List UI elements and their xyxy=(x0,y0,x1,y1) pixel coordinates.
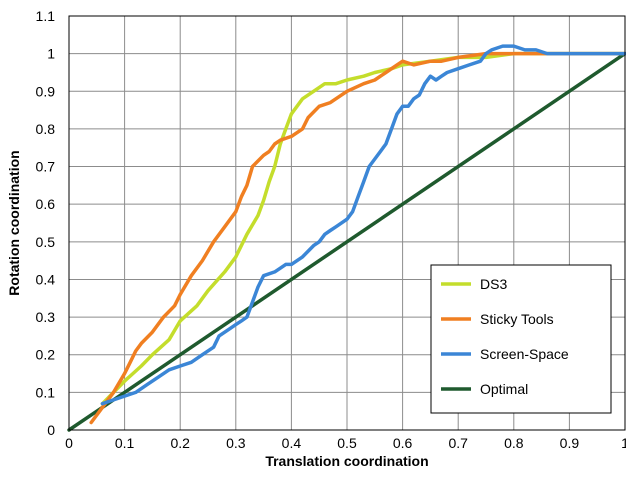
y-tick-label: 0.1 xyxy=(36,384,56,400)
series-layer xyxy=(67,44,626,432)
legend: DS3 Sticky Tools Screen-Space Optimal xyxy=(430,264,612,414)
x-tick-label: 1 xyxy=(621,435,626,451)
series-line-screen-space xyxy=(100,44,626,406)
x-tick-label: 0 xyxy=(65,435,73,451)
series-line-optimal xyxy=(67,51,626,432)
x-tick-label: 0.9 xyxy=(560,435,580,451)
y-axis-ticks: 0 0.1 0.2 0.3 0.4 0.5 0.6 0.7 0.8 0.9 1 1.1 xyxy=(36,8,56,438)
x-tick-label: 0.5 xyxy=(337,435,357,451)
y-tick-label: 0.9 xyxy=(36,83,56,99)
y-tick-label: 0.4 xyxy=(36,271,56,287)
x-tick-label: 0.6 xyxy=(393,435,413,451)
y-axis-title: Rotation coordination xyxy=(6,150,22,295)
x-tick-label: 0.2 xyxy=(170,435,190,451)
y-tick-label: 0.7 xyxy=(36,159,56,175)
legend-label: DS3 xyxy=(480,276,507,292)
y-tick-label: 0.8 xyxy=(36,121,56,137)
x-axis-ticks: 0 0.1 0.2 0.3 0.4 0.5 0.6 0.7 0.8 0.9 1 xyxy=(65,435,626,451)
y-tick-label: 1 xyxy=(47,46,55,62)
x-tick-label: 0.7 xyxy=(448,435,468,451)
y-tick-label: 0.6 xyxy=(36,196,56,212)
y-tick-label: 1.1 xyxy=(36,8,56,24)
series-line-sticky-tools xyxy=(89,51,626,425)
y-tick-label: 0.2 xyxy=(36,347,56,363)
x-axis-title: Translation coordination xyxy=(265,453,428,469)
x-tick-label: 0.4 xyxy=(282,435,302,451)
y-tick-label: 0 xyxy=(47,422,55,438)
x-tick-label: 0.1 xyxy=(115,435,135,451)
legend-label: Sticky Tools xyxy=(480,311,554,327)
y-tick-label: 0.5 xyxy=(36,234,56,250)
legend-label: Screen-Space xyxy=(480,346,569,362)
x-tick-label: 0.3 xyxy=(226,435,246,451)
legend-label: Optimal xyxy=(480,381,528,397)
plot-border xyxy=(68,15,626,431)
x-tick-label: 0.8 xyxy=(504,435,524,451)
y-tick-label: 0.3 xyxy=(36,309,56,325)
